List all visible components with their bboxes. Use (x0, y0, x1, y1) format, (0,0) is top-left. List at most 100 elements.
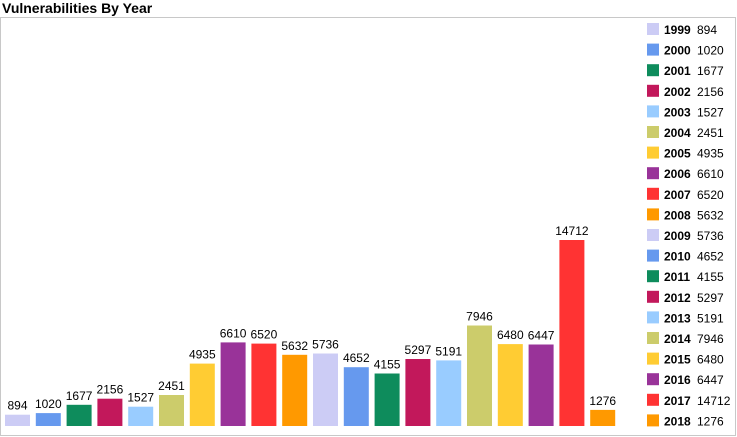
chart-title: Vulnerabilities By Year (2, 0, 153, 16)
legend-year-2008: 2008 (664, 208, 691, 222)
bars-group (5, 240, 616, 427)
value-label-2003: 1527 (127, 391, 154, 405)
bar-2015[interactable] (497, 344, 523, 426)
value-label-2015: 6480 (497, 328, 524, 342)
legend-year-2003: 2003 (664, 105, 691, 119)
legend-swatch-2018 (647, 414, 659, 427)
value-label-2002: 2156 (97, 383, 124, 397)
bar-2018[interactable] (590, 409, 616, 426)
legend-swatch-2014 (647, 332, 659, 344)
legend-swatch-2001 (647, 64, 659, 77)
legend-year-2010: 2010 (664, 250, 691, 264)
bar-2001[interactable] (66, 404, 92, 426)
value-label-2005: 4935 (189, 348, 216, 362)
legend-swatch-2013 (647, 311, 659, 324)
legend-value-2011: 4155 (697, 270, 724, 284)
legend-value-2002: 2156 (697, 85, 724, 99)
bar-2008[interactable] (282, 354, 308, 426)
legend-swatch-1999 (647, 23, 659, 35)
value-label-2010: 4652 (343, 351, 370, 365)
legend-swatch-2002 (647, 84, 659, 97)
legend-swatch-2012 (647, 290, 659, 303)
bar-2000[interactable] (35, 413, 61, 426)
legend-year-2006: 2006 (664, 167, 691, 181)
value-label-2013: 5191 (435, 344, 462, 358)
bar-2016[interactable] (528, 344, 554, 427)
legend-value-2018: 1276 (697, 414, 724, 428)
bar-2010[interactable] (343, 367, 369, 426)
legend: 1999 894 2000 1020 2001 1677 2002 2156 2003 1527 2… (647, 23, 731, 428)
value-label-2012: 5297 (405, 343, 432, 357)
value-label-2017: 14712 (555, 224, 589, 238)
legend-value-2004: 2451 (697, 126, 724, 140)
bar-2011[interactable] (374, 373, 400, 427)
bar-2013[interactable] (436, 360, 462, 426)
legend-value-2010: 4652 (697, 250, 724, 264)
legend-value-2013: 5191 (697, 311, 724, 325)
value-label-2016: 6447 (528, 329, 555, 343)
legend-value-2000: 1020 (697, 44, 724, 58)
value-label-2008: 5632 (281, 339, 308, 353)
legend-value-2006: 6610 (697, 167, 724, 181)
legend-swatch-2004 (647, 126, 659, 138)
legend-value-2007: 6520 (697, 188, 724, 202)
value-label-1999: 894 (7, 399, 27, 413)
legend-value-2012: 5297 (697, 291, 724, 305)
legend-swatch-2003 (647, 105, 659, 118)
legend-swatch-2000 (647, 43, 659, 56)
value-label-2000: 1020 (35, 397, 62, 411)
legend-year-2013: 2013 (664, 311, 691, 325)
legend-swatch-2011 (647, 270, 659, 283)
legend-year-2004: 2004 (664, 126, 691, 140)
legend-swatch-2016 (647, 373, 659, 386)
legend-value-2003: 1527 (697, 105, 724, 119)
legend-swatch-2008 (647, 208, 659, 221)
bar-2009[interactable] (313, 353, 338, 427)
legend-year-1999: 1999 (664, 23, 691, 37)
legend-value-2017: 14712 (697, 394, 731, 408)
legend-year-2007: 2007 (664, 188, 691, 202)
bar-2017[interactable] (559, 240, 585, 426)
bar-2012[interactable] (405, 359, 431, 426)
legend-swatch-2005 (647, 146, 659, 159)
legend-swatch-2009 (647, 229, 659, 241)
value-label-2001: 1677 (66, 389, 93, 403)
bar-1999[interactable] (5, 414, 30, 426)
legend-year-2018: 2018 (664, 414, 691, 428)
plot-area-border (0, 17, 736, 436)
legend-value-2016: 6447 (697, 373, 724, 387)
legend-swatch-2007 (647, 187, 659, 200)
legend-year-2009: 2009 (664, 229, 691, 243)
legend-value-2014: 7946 (697, 332, 724, 346)
value-label-2004: 2451 (158, 379, 185, 393)
value-label-2007: 6520 (251, 328, 278, 342)
legend-value-1999: 894 (697, 23, 717, 37)
bar-2003[interactable] (128, 406, 154, 426)
legend-swatch-2017 (647, 393, 659, 406)
legend-year-2011: 2011 (664, 270, 690, 284)
bar-2007[interactable] (251, 343, 277, 426)
legend-value-2005: 4935 (697, 147, 724, 161)
legend-value-2008: 5632 (697, 208, 724, 222)
bar-2014[interactable] (467, 325, 492, 427)
legend-year-2014: 2014 (664, 332, 691, 346)
legend-value-2009: 5736 (697, 229, 724, 243)
legend-value-2015: 6480 (697, 353, 724, 367)
value-label-2011: 4155 (374, 358, 401, 372)
bar-2005[interactable] (189, 363, 215, 426)
legend-swatch-2006 (647, 167, 659, 180)
legend-swatch-2010 (647, 249, 659, 262)
value-label-2009: 5736 (312, 338, 339, 352)
bar-2004[interactable] (159, 395, 184, 426)
bar-2006[interactable] (220, 342, 246, 426)
legend-year-2012: 2012 (664, 291, 691, 305)
value-label-2014: 7946 (466, 310, 493, 324)
legend-year-2016: 2016 (664, 373, 691, 387)
legend-year-2002: 2002 (664, 85, 691, 99)
value-label-2006: 6610 (220, 326, 247, 340)
legend-year-2017: 2017 (664, 394, 691, 408)
bar-2002[interactable] (97, 398, 123, 426)
legend-year-2005: 2005 (664, 147, 691, 161)
